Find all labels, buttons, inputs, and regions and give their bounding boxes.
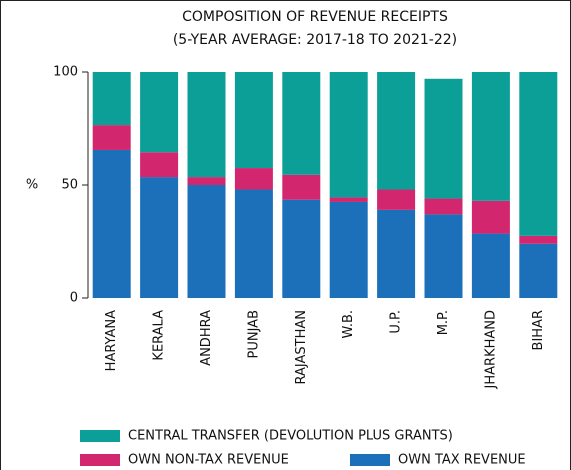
bar-segment [282, 72, 321, 175]
y-axis-label: % [26, 178, 38, 193]
x-tick-label: JHARKHAND [483, 310, 498, 389]
x-tick-label: PUNJAB [246, 310, 261, 359]
x-tick-label: RAJASTHAN [294, 310, 309, 384]
x-tick-label: M.P. [436, 310, 451, 335]
chart-title: COMPOSITION OF REVENUE RECEIPTS [182, 9, 448, 25]
bar-segment [234, 189, 273, 298]
chart-subtitle: (5-YEAR AVERAGE: 2017-18 TO 2021-22) [173, 32, 457, 48]
bar-segment [187, 185, 226, 298]
x-tick-label: BIHAR [531, 310, 546, 350]
bar-segment [519, 243, 558, 298]
bar-segment [377, 209, 416, 298]
bar-segment [471, 72, 510, 201]
bar-segment [140, 177, 179, 298]
bar-segment [92, 149, 131, 298]
bar-segment [424, 214, 463, 298]
bar-segment [329, 72, 368, 198]
legend-label: OWN TAX REVENUE [398, 453, 526, 468]
legend-swatch [350, 454, 390, 466]
bar-segment [92, 72, 131, 126]
y-tick-label: 0 [70, 291, 78, 306]
bar-segment [424, 78, 463, 199]
x-tick-label: U.P. [389, 310, 404, 334]
bar-segment [329, 201, 368, 298]
bar-segment [471, 200, 510, 234]
bar-segment [140, 152, 179, 178]
y-tick-label: 50 [61, 178, 78, 193]
bar-segment [377, 189, 416, 210]
bar-segment [187, 177, 226, 185]
bar-segment [329, 197, 368, 202]
bar-segment [187, 72, 226, 178]
bar-segment [282, 199, 321, 298]
bar-segment [377, 72, 416, 190]
x-tick-label: W.B. [341, 310, 356, 339]
bar-segment [92, 125, 131, 150]
bar-segment [519, 235, 558, 244]
legend-swatch [80, 454, 120, 466]
bar-segment [424, 198, 463, 215]
legend-label: CENTRAL TRANSFER (DEVOLUTION PLUS GRANTS… [128, 429, 453, 444]
x-tick-label: KERALA [152, 310, 167, 361]
bar-segment [471, 233, 510, 298]
bar-segment [234, 72, 273, 169]
x-tick-label: ANDHRA [199, 310, 214, 366]
bar-segment [234, 168, 273, 190]
bar-segment [519, 72, 558, 236]
x-tick-label: HARYANA [104, 310, 119, 371]
y-tick-label: 100 [53, 65, 78, 80]
legend-swatch [80, 430, 120, 442]
legend-label: OWN NON-TAX REVENUE [128, 453, 289, 468]
bar-segment [140, 72, 179, 153]
bar-segment [282, 174, 321, 200]
